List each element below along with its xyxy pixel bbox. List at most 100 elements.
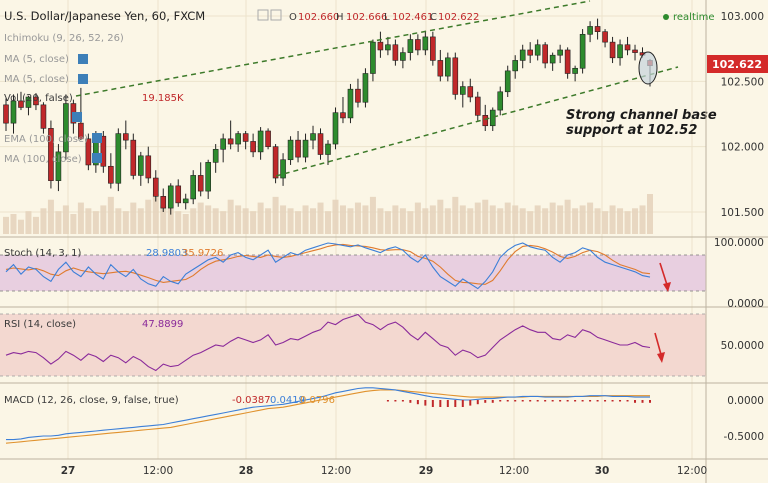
volume-bar-33 bbox=[250, 211, 257, 234]
candle-11 bbox=[85, 133, 92, 171]
volume-bar-32 bbox=[242, 208, 249, 234]
stoch-down-arrow bbox=[659, 262, 671, 292]
ema-settings-icon[interactable] bbox=[72, 112, 82, 122]
candle-0 bbox=[3, 98, 9, 131]
rsi-label[interactable]: RSI (14, close) bbox=[4, 319, 76, 330]
stoch-label[interactable]: Stoch (14, 3, 1) bbox=[4, 248, 81, 259]
candle-body-57 bbox=[430, 36, 436, 61]
ma1-label[interactable]: MA (5, close) bbox=[4, 54, 69, 65]
macd-hist-81 bbox=[611, 400, 614, 402]
candle-body-68 bbox=[512, 60, 519, 72]
ma100-settings-icon[interactable] bbox=[92, 153, 102, 163]
ema-label[interactable]: EMA (100, close) bbox=[4, 134, 88, 145]
vol-label[interactable]: Vol (20, false) bbox=[4, 93, 73, 104]
candle-58 bbox=[437, 49, 444, 82]
candle-42 bbox=[317, 128, 324, 160]
volume-bar-63 bbox=[474, 202, 481, 234]
ma1-settings-icon[interactable] bbox=[78, 54, 88, 64]
stoch-d-line bbox=[5, 243, 651, 285]
candle-body-15 bbox=[115, 133, 122, 184]
candle-body-66 bbox=[497, 91, 504, 111]
candle-33 bbox=[250, 133, 256, 158]
vol-value: 19.185K bbox=[142, 93, 184, 104]
candle-78 bbox=[587, 21, 593, 43]
stoch-axis-0: 0.0000 bbox=[727, 298, 764, 310]
candle-body-38 bbox=[287, 139, 294, 161]
candle-62 bbox=[467, 78, 474, 103]
candle-18 bbox=[137, 151, 144, 186]
candle-body-24 bbox=[182, 198, 189, 204]
candle-body-73 bbox=[549, 54, 556, 64]
candle-body-65 bbox=[489, 109, 496, 127]
candle-body-4 bbox=[33, 96, 39, 106]
header-controls[interactable] bbox=[257, 9, 282, 21]
volume-bar-18 bbox=[137, 208, 144, 234]
stoch-axis-100: 100.0000 bbox=[714, 237, 764, 249]
candle-body-39 bbox=[295, 139, 301, 158]
candle-37 bbox=[280, 153, 286, 186]
ema-settings-icon-2[interactable] bbox=[92, 133, 102, 143]
volume-bar-14 bbox=[107, 196, 114, 234]
volume-bar-27 bbox=[205, 205, 212, 234]
candle-44 bbox=[332, 107, 339, 150]
candle-3 bbox=[25, 95, 32, 116]
candle-66 bbox=[497, 86, 504, 116]
volume-bar-7 bbox=[55, 211, 62, 234]
candle-body-26 bbox=[197, 175, 204, 192]
macd-hist-68 bbox=[514, 400, 517, 402]
price-tick-1: 102.500 bbox=[721, 76, 764, 88]
volume-bar-73 bbox=[549, 202, 556, 234]
volume-bar-6 bbox=[47, 199, 54, 234]
candle-body-77 bbox=[579, 33, 586, 69]
ichimoku-label[interactable]: Ichimoku (9, 26, 52, 26) bbox=[4, 33, 124, 44]
candle-2 bbox=[18, 91, 24, 111]
ma100-label[interactable]: MA (100, close) bbox=[4, 154, 82, 165]
volume-bar-41 bbox=[310, 208, 317, 234]
ma2-settings-icon[interactable] bbox=[78, 74, 88, 84]
candle-body-32 bbox=[242, 133, 249, 142]
candle-19 bbox=[145, 146, 152, 184]
candle-29 bbox=[220, 133, 226, 163]
volume-bar-50 bbox=[377, 208, 384, 234]
volume-bar-37 bbox=[280, 205, 287, 234]
candle-body-36 bbox=[272, 146, 279, 179]
rsi-value: 47.8899 bbox=[142, 319, 183, 330]
channel-upper-line bbox=[75, 0, 591, 97]
candle-body-49 bbox=[370, 41, 376, 74]
time-axis[interactable]: 27 12:00 28 12:00 29 12:00 30 12:00 bbox=[61, 465, 707, 477]
candle-51 bbox=[385, 36, 391, 56]
last-price-tag bbox=[707, 55, 768, 73]
volume-bar-45 bbox=[339, 205, 346, 234]
volume-bar-24 bbox=[182, 214, 189, 234]
candle-body-58 bbox=[437, 60, 444, 77]
last-price-text: 102.622 bbox=[712, 58, 762, 71]
time-tick-1: 12:00 bbox=[143, 465, 173, 477]
volume-bar-56 bbox=[422, 208, 429, 234]
volume-bar-21 bbox=[160, 205, 167, 234]
volume-bar-74 bbox=[557, 205, 564, 234]
volume-bar-69 bbox=[519, 208, 526, 234]
macd-label[interactable]: MACD (12, 26, close, 9, false, true) bbox=[4, 395, 179, 406]
candle-82 bbox=[617, 39, 623, 66]
macd-hist-75 bbox=[566, 400, 569, 402]
candle-body-76 bbox=[572, 67, 578, 74]
volume-bar-38 bbox=[287, 208, 294, 234]
candle-body-60 bbox=[452, 57, 459, 95]
volume-bar-28 bbox=[212, 208, 219, 234]
candle-5 bbox=[40, 102, 47, 134]
volume-bar-82 bbox=[617, 208, 624, 234]
candle-64 bbox=[482, 104, 489, 131]
price-axis[interactable]: 103.000 102.500 102.000 101.500 bbox=[721, 11, 764, 219]
candle-20 bbox=[152, 170, 159, 202]
candle-body-61 bbox=[459, 86, 466, 95]
candle-body-22 bbox=[167, 185, 174, 209]
volume-bar-79 bbox=[594, 208, 601, 234]
ma2-label[interactable]: MA (5, close) bbox=[4, 74, 69, 85]
price-tick-3: 101.500 bbox=[721, 207, 764, 219]
candle-body-3 bbox=[25, 96, 32, 108]
candle-body-19 bbox=[145, 155, 152, 179]
indicator-legend[interactable]: Ichimoku (9, 26, 52, 26) MA (5, close) M… bbox=[4, 33, 335, 406]
volume-bar-80 bbox=[602, 211, 609, 234]
volume-bar-22 bbox=[167, 208, 174, 234]
